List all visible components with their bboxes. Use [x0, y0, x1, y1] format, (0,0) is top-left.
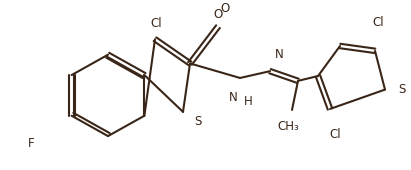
- Text: Cl: Cl: [372, 15, 384, 29]
- Text: N: N: [275, 48, 284, 61]
- Text: Cl: Cl: [329, 128, 341, 141]
- Text: S: S: [194, 115, 201, 128]
- Text: N: N: [229, 91, 238, 104]
- Text: F: F: [28, 137, 35, 150]
- Text: CH₃: CH₃: [277, 120, 299, 133]
- Text: Cl: Cl: [150, 17, 162, 30]
- Text: H: H: [244, 95, 253, 108]
- Text: O: O: [213, 8, 223, 21]
- Text: O: O: [220, 2, 230, 15]
- Text: S: S: [398, 83, 405, 96]
